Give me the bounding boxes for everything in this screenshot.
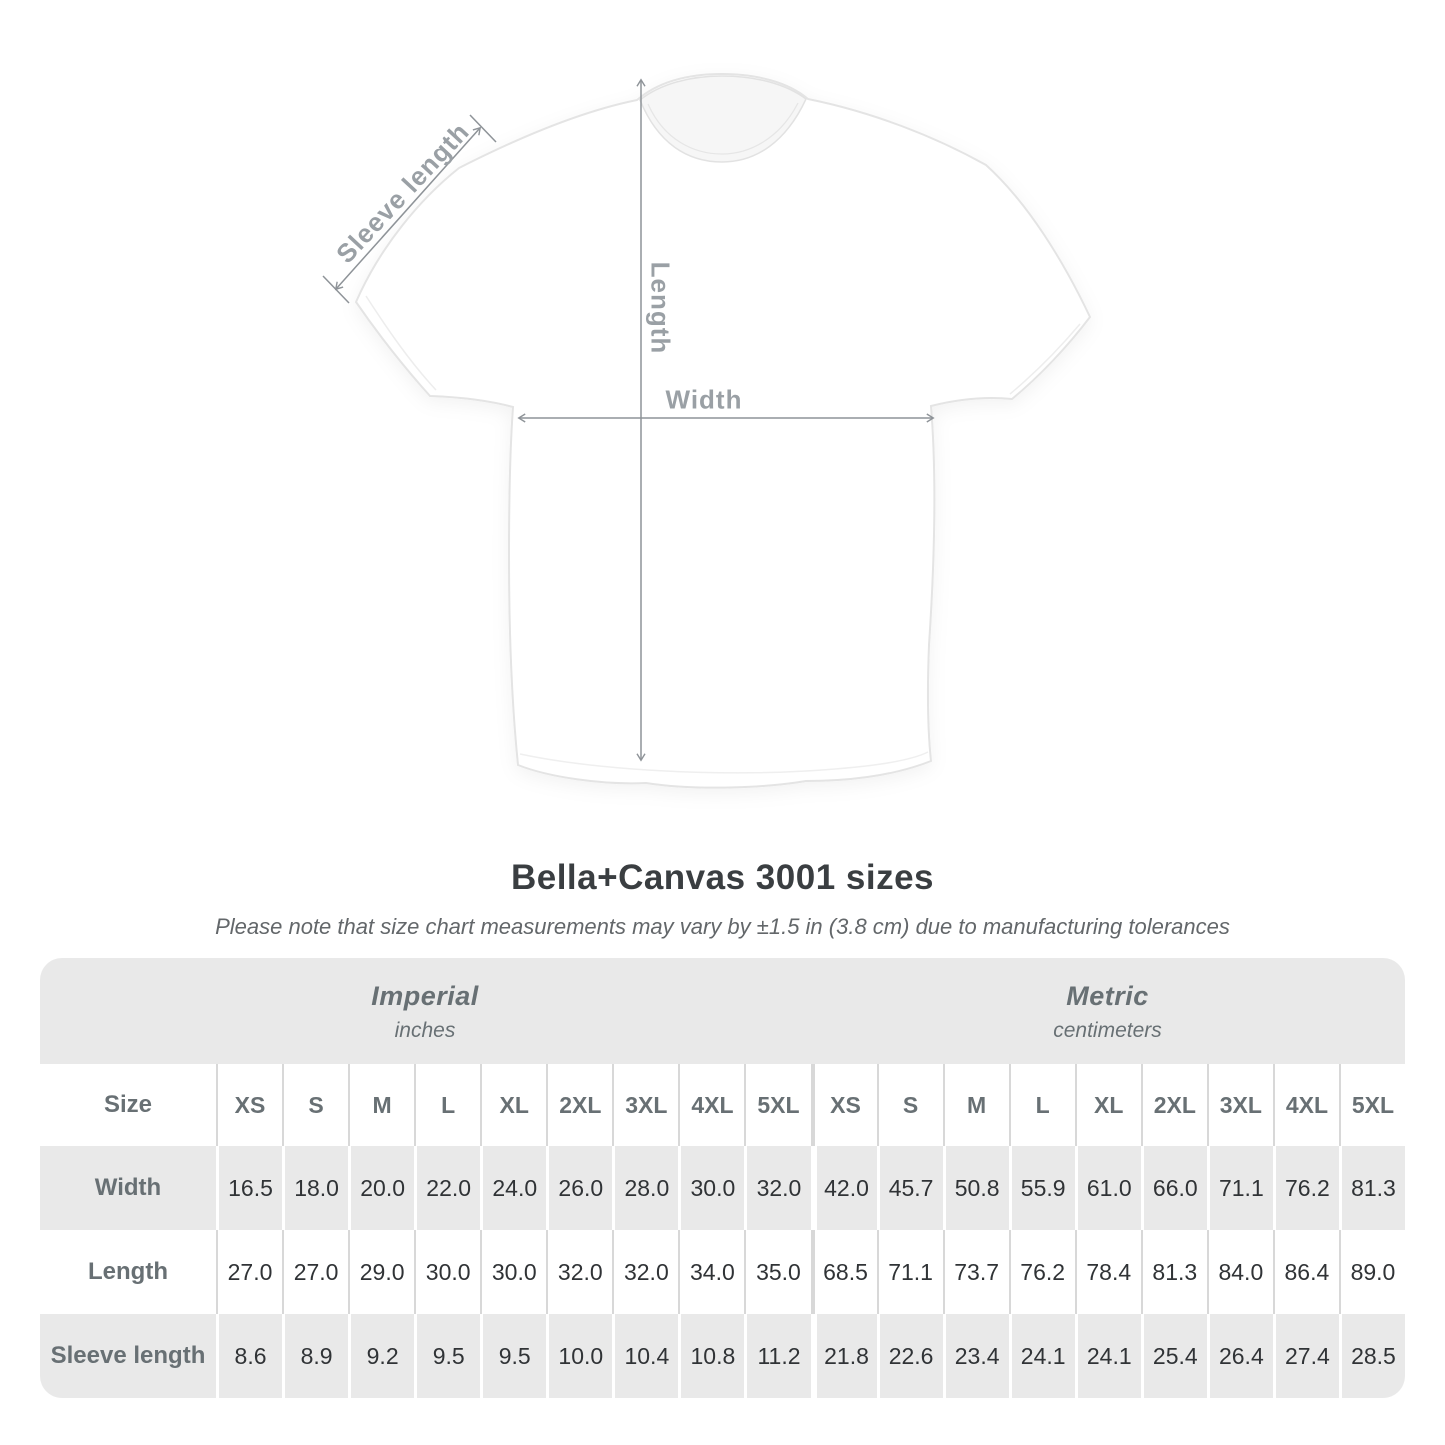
sleeve-tick-top bbox=[469, 114, 497, 143]
size-col-header: S bbox=[282, 1064, 348, 1146]
value-cell: 22.6 bbox=[876, 1314, 943, 1398]
value-cell: 10.4 bbox=[612, 1314, 678, 1398]
length-label: Length bbox=[645, 261, 676, 355]
value-cell: 9.5 bbox=[480, 1314, 546, 1398]
metric-unit: centimeters bbox=[1053, 1019, 1162, 1042]
size-col-header: 5XL bbox=[1338, 1064, 1405, 1146]
size-col-header: XL bbox=[480, 1064, 546, 1146]
size-col-header: 3XL bbox=[1206, 1064, 1273, 1146]
size-col-header: 4XL bbox=[1272, 1064, 1339, 1146]
value-cell: 28.0 bbox=[612, 1146, 678, 1230]
value-cell: 30.0 bbox=[678, 1146, 744, 1230]
value-cell: 18.0 bbox=[282, 1146, 348, 1230]
value-cell: 55.9 bbox=[1008, 1146, 1075, 1230]
value-cell: 42.0 bbox=[810, 1146, 877, 1230]
value-cell: 76.2 bbox=[1008, 1230, 1075, 1314]
size-header-row: Size XS S M L XL 2XL 3XL 4XL 5XL XS S M L XL 2XL 3XL 4XL… bbox=[40, 1064, 1405, 1146]
value-cell: 45.7 bbox=[876, 1146, 943, 1230]
size-row-label: Size bbox=[103, 1091, 153, 1118]
size-col-header: L bbox=[1008, 1064, 1075, 1146]
metric-label: Metric bbox=[1066, 981, 1149, 1011]
value-cell: 11.2 bbox=[744, 1314, 810, 1398]
value-cell: 68.5 bbox=[810, 1230, 877, 1314]
tolerance-note: Please note that size chart measurements… bbox=[215, 914, 1230, 939]
value-cell: 24.1 bbox=[1008, 1314, 1075, 1398]
value-cell: 29.0 bbox=[348, 1230, 414, 1314]
value-cell: 81.3 bbox=[1140, 1230, 1207, 1314]
size-col-header: 4XL bbox=[678, 1064, 744, 1146]
value-cell: 9.5 bbox=[414, 1314, 480, 1398]
length-row-label: Length bbox=[88, 1258, 168, 1285]
sleeve-arrow bbox=[334, 126, 482, 291]
value-cell: 8.9 bbox=[282, 1314, 348, 1398]
value-cell: 23.4 bbox=[942, 1314, 1009, 1398]
value-cell: 22.0 bbox=[414, 1146, 480, 1230]
value-cell: 16.5 bbox=[216, 1146, 282, 1230]
tshirt-illustration bbox=[322, 72, 1092, 789]
value-cell: 27.4 bbox=[1272, 1314, 1339, 1398]
value-cell: 66.0 bbox=[1140, 1146, 1207, 1230]
width-row-label: Width bbox=[94, 1174, 162, 1201]
imperial-header: Imperial inches bbox=[40, 958, 810, 1064]
width-label: Width bbox=[665, 384, 743, 415]
tshirt-shape bbox=[354, 72, 1092, 789]
size-col-header: 2XL bbox=[546, 1064, 612, 1146]
size-col-header: S bbox=[876, 1064, 943, 1146]
size-col-header: M bbox=[348, 1064, 414, 1146]
sleeve-length-row-label: Sleeve length bbox=[50, 1342, 206, 1369]
value-cell: 76.2 bbox=[1272, 1146, 1339, 1230]
size-col-header: 2XL bbox=[1140, 1064, 1207, 1146]
value-cell: 84.0 bbox=[1206, 1230, 1273, 1314]
metric-header: Metric centimeters bbox=[810, 958, 1405, 1064]
size-col-header: XL bbox=[1074, 1064, 1141, 1146]
measurement-arrows bbox=[322, 78, 935, 762]
value-cell: 86.4 bbox=[1272, 1230, 1339, 1314]
value-cell: 27.0 bbox=[216, 1230, 282, 1314]
value-cell: 89.0 bbox=[1338, 1230, 1405, 1314]
value-cell: 10.0 bbox=[546, 1314, 612, 1398]
value-cell: 32.0 bbox=[612, 1230, 678, 1314]
size-col-header: L bbox=[414, 1064, 480, 1146]
sleeve-tick-bottom bbox=[322, 275, 350, 304]
value-cell: 28.5 bbox=[1338, 1314, 1405, 1398]
value-cell: 21.8 bbox=[810, 1314, 877, 1398]
value-cell: 32.0 bbox=[546, 1230, 612, 1314]
value-cell: 34.0 bbox=[678, 1230, 744, 1314]
width-row: Width 16.5 18.0 20.0 22.0 24.0 26.0 28.0 30.0 32… bbox=[40, 1146, 1405, 1230]
unit-header-row: Imperial inches Metric centimeters bbox=[40, 958, 1405, 1064]
value-cell: 81.3 bbox=[1338, 1146, 1405, 1230]
value-cell: 30.0 bbox=[480, 1230, 546, 1314]
value-cell: 26.0 bbox=[546, 1146, 612, 1230]
value-cell: 24.1 bbox=[1074, 1314, 1141, 1398]
value-cell: 50.8 bbox=[942, 1146, 1009, 1230]
value-cell: 8.6 bbox=[216, 1314, 282, 1398]
tshirt-measurement-figure: Sleeve length Length Width bbox=[322, 72, 1092, 789]
value-cell: 9.2 bbox=[348, 1314, 414, 1398]
size-col-header: M bbox=[942, 1064, 1009, 1146]
value-cell: 30.0 bbox=[414, 1230, 480, 1314]
imperial-unit: inches bbox=[394, 1019, 456, 1042]
size-col-header: XS bbox=[810, 1064, 877, 1146]
value-cell: 61.0 bbox=[1074, 1146, 1141, 1230]
page-title: Bella+Canvas 3001 sizes bbox=[510, 858, 935, 897]
value-cell: 27.0 bbox=[282, 1230, 348, 1314]
sleeve-length-row: Sleeve length 8.6 8.9 9.2 9.5 9.5 10.0 10.4 10.… bbox=[40, 1314, 1405, 1398]
value-cell: 71.1 bbox=[1206, 1146, 1273, 1230]
length-row: Length 27.0 27.0 29.0 30.0 30.0 32.0 32.0 34.0 3… bbox=[40, 1230, 1405, 1314]
value-cell: 78.4 bbox=[1074, 1230, 1141, 1314]
size-chart-table: Imperial inches Metric centimeters Size … bbox=[40, 958, 1405, 1398]
value-cell: 25.4 bbox=[1140, 1314, 1207, 1398]
value-cell: 35.0 bbox=[744, 1230, 810, 1314]
value-cell: 26.4 bbox=[1206, 1314, 1273, 1398]
size-col-header: 3XL bbox=[612, 1064, 678, 1146]
value-cell: 73.7 bbox=[942, 1230, 1009, 1314]
value-cell: 32.0 bbox=[744, 1146, 810, 1230]
value-cell: 24.0 bbox=[480, 1146, 546, 1230]
imperial-label: Imperial bbox=[371, 981, 479, 1011]
value-cell: 20.0 bbox=[348, 1146, 414, 1230]
size-col-header: XS bbox=[216, 1064, 282, 1146]
value-cell: 10.8 bbox=[678, 1314, 744, 1398]
value-cell: 71.1 bbox=[876, 1230, 943, 1314]
size-col-header: 5XL bbox=[744, 1064, 810, 1146]
